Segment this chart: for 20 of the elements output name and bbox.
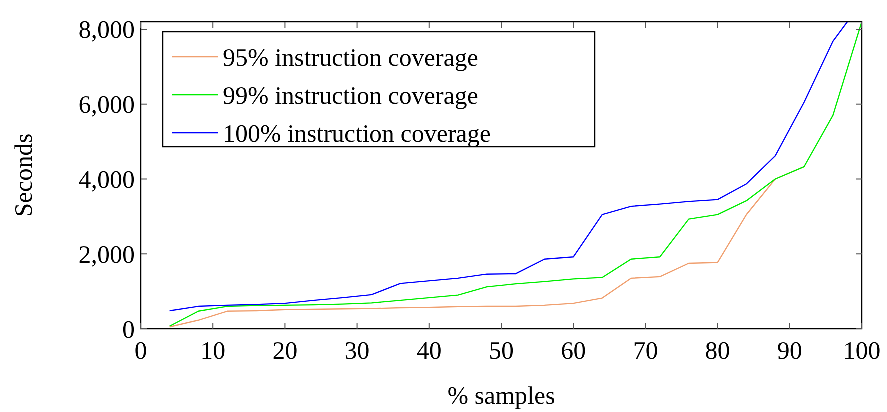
x-tick-label: 20: [272, 338, 298, 365]
y-tick-label: 0: [122, 316, 135, 344]
x-axis-title: % samples: [448, 383, 556, 410]
y-tick-label: 8,000: [78, 17, 135, 44]
y-tick-label: 6,000: [78, 92, 135, 120]
legend-label: 99% instruction coverage: [223, 82, 478, 110]
x-tick-label: 70: [633, 338, 658, 365]
y-tick-label: 2,000: [78, 242, 135, 269]
y-tick-label: 4,000: [78, 166, 135, 194]
x-tick-label: 30: [344, 338, 370, 365]
x-tick-label: 90: [777, 338, 802, 365]
legend-label: 100% instruction coverage: [223, 120, 491, 148]
legend-label: 95% instruction coverage: [223, 44, 478, 72]
x-tick-label: 10: [200, 338, 226, 365]
y-axis-title: Seconds: [11, 134, 38, 218]
x-tick-label: 80: [705, 338, 730, 365]
x-tick-label: 50: [489, 338, 514, 365]
x-tick-label: 60: [561, 338, 586, 365]
x-tick-label: 100: [843, 338, 881, 365]
x-tick-label: 40: [416, 338, 442, 365]
